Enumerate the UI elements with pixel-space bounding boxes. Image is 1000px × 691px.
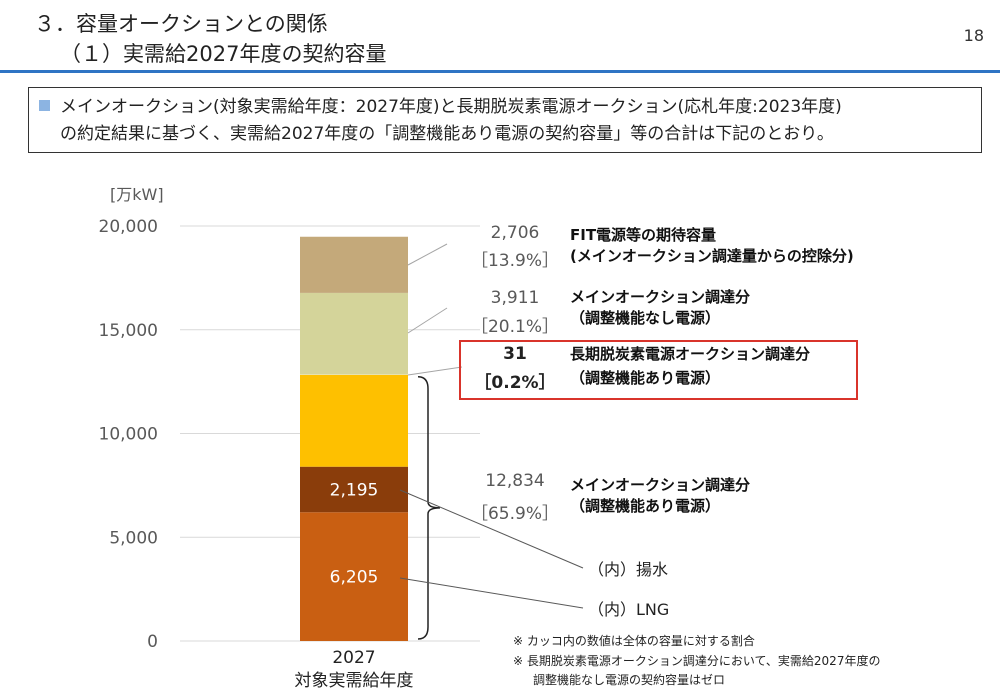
leader-line-main_no_adjust [407,307,448,334]
annotation-name-long_term: 長期脱炭素電源オークション調達分 [570,345,810,363]
annotation-subname-main_adjust: （調整機能あり電源） [570,497,720,515]
summary-line-2: の約定結果に基づく、実需給2027年度の「調整機能あり電源の契約容量」等の合計は… [60,124,834,144]
annotation-value-main_no_adjust: 3,911 [491,288,540,308]
summary-box: メインオークション(対象実需給年度：2027年度)と長期脱炭素電源オークション(… [28,87,982,153]
annotation-subname-main_no_adjust: （調整機能なし電源） [570,309,720,327]
bar-segment-long_term [300,374,408,375]
annotation-subname-fit: (メインオークション調達量からの控除分) [570,247,854,265]
y-tick-label: 0 [147,632,158,652]
annotation-value-main_adjust: 12,834 [485,471,544,491]
y-tick-label: 20,000 [99,217,158,237]
annotation-name-main_adjust: メインオークション調達分 [570,476,750,494]
annotation-value-fit: 2,706 [491,223,540,243]
summary-text-1: メインオークション(対象実需給年度：2027年度)と長期脱炭素電源オークション(… [60,97,842,117]
bullet-square-icon [39,100,50,111]
x-axis-caption: 対象実需給年度 [295,671,414,691]
summary-line-1: メインオークション(対象実需給年度：2027年度)と長期脱炭素電源オークション(… [39,94,971,121]
leader-line-lng [399,577,584,609]
y-tick-label: 10,000 [99,425,158,445]
annotation-percent-long_term: ［0.2%］ [474,372,555,393]
bar-segment-pumped [300,466,408,513]
bar-segment-main_adjust_other [300,374,408,467]
page-number: 18 [963,26,984,45]
annotation-subname-long_term: （調整機能あり電源） [570,369,720,387]
bar-data-label-lng: 6,205 [330,568,379,588]
annotation-name-fit: FIT電源等の期待容量 [570,226,716,244]
leader-line-fit [407,243,448,266]
annotation-percent-main_adjust: ［65.9%］ [471,504,559,524]
page-subtitle: （１）実需給2027年度の契約容量 [60,42,387,66]
page-title: ３．容量オークションとの関係 [34,12,328,36]
y-tick-label: 15,000 [99,321,158,341]
breakdown-label-lng: （内）LNG [588,600,669,619]
annotation-value-long_term: 31 [503,344,527,364]
x-tick-label: 2027 [332,648,375,668]
leader-line-pumped [399,489,584,569]
highlight-box [459,340,858,400]
annotation-percent-fit: ［13.9%］ [471,251,559,271]
brace-main-adjust [417,375,441,640]
footnote-3: 調整機能なし電源の契約容量はゼロ [533,672,725,687]
bar-segment-fit [300,236,408,293]
footnote-2: ※ 長期脱炭素電源オークション調達分において、実需給2027年度の [513,653,880,668]
annotation-percent-main_no_adjust: ［20.1%］ [471,317,559,337]
title-divider [0,70,1000,73]
annotation-name-main_no_adjust: メインオークション調達分 [570,288,750,306]
bar-data-label-pumped: 2,195 [330,480,379,500]
y-axis-unit-label: [万kW] [110,185,164,204]
breakdown-label-pumped: （内）揚水 [588,560,668,579]
bar-segment-lng [300,512,408,641]
bar-segment-main_no_adjust [300,292,408,375]
footnote-1: ※ カッコ内の数値は全体の容量に対する割合 [513,633,755,648]
y-tick-label: 5,000 [109,528,158,548]
leader-line-long_term [407,366,463,376]
